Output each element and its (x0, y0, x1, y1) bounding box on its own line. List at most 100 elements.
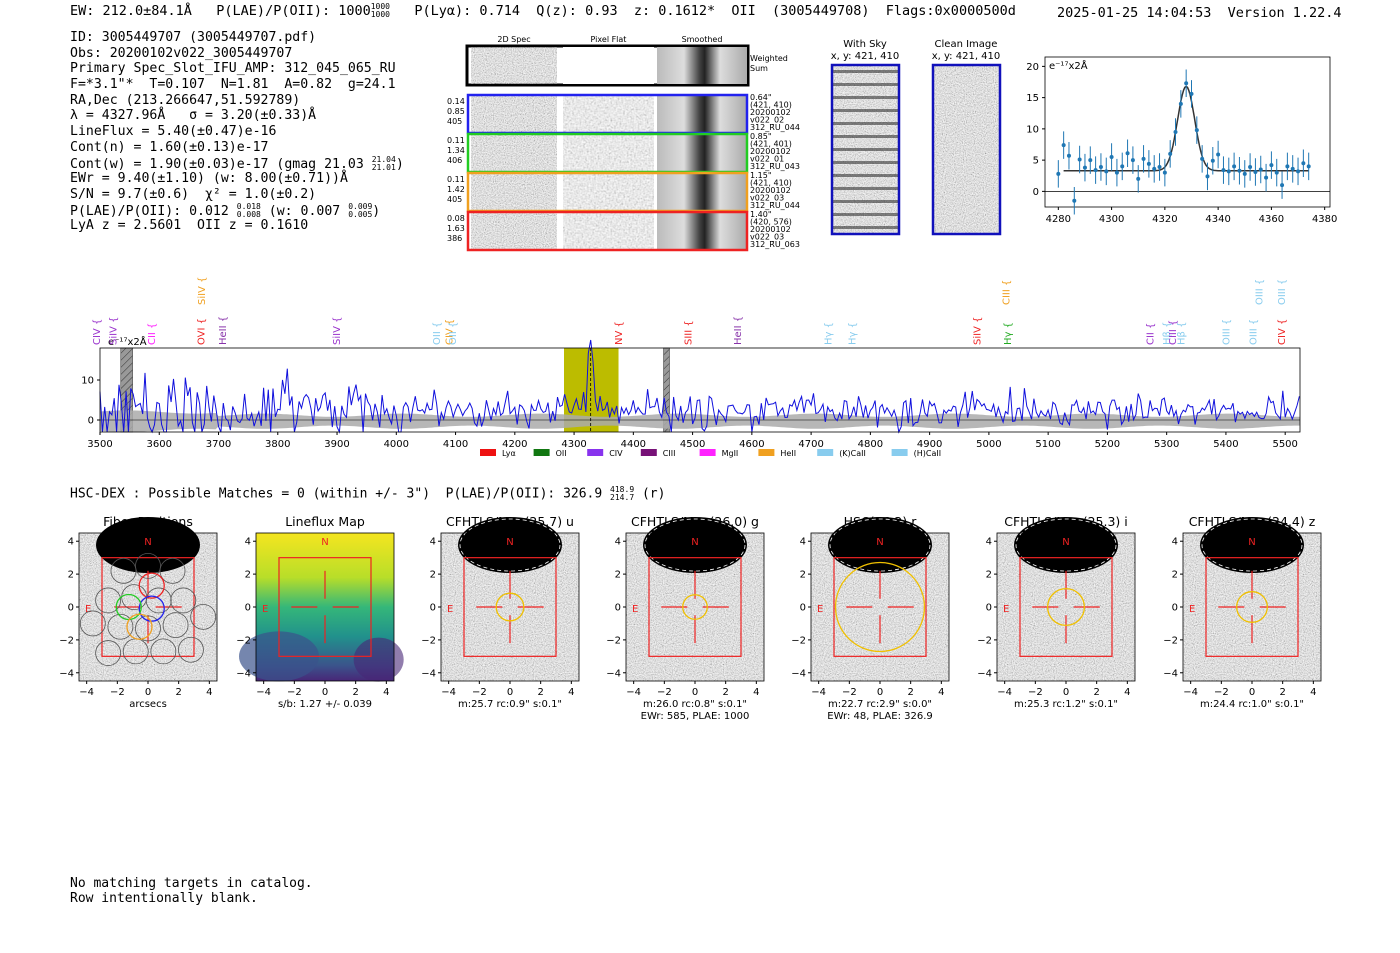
fiber-circle (159, 557, 186, 584)
spectrum-line (99, 339, 1300, 434)
spectrum-line-label: HeII { (218, 316, 229, 345)
panel-xtick-label: 4 (568, 687, 574, 698)
panel-ytick-label: −2 (1163, 635, 1178, 646)
zoom-ytick-label: 10 (1026, 124, 1039, 135)
source-ellipse (1201, 518, 1303, 572)
zoom-data-point (1216, 152, 1221, 157)
sky-line-stripe (832, 226, 899, 229)
zoom-data-point (1285, 164, 1290, 169)
clean-image-title: Clean Image (935, 39, 998, 50)
panel-caption: EWr: 585, PLAE: 1000 (641, 711, 750, 722)
info-plae: P(LAE)/P(OII): 0.012 0.018 0.008 (w: 0.00… (70, 201, 381, 219)
panel-title: Lineflux Map (285, 514, 365, 529)
cutout-row-right-label: 0.64" (750, 93, 772, 102)
spectrum-line-label: SIII { (683, 320, 694, 345)
compass-north: N (1248, 537, 1255, 548)
panel-ytick-label: 0 (245, 603, 251, 614)
spectrum-line-label: CIV { (1277, 319, 1288, 345)
spectrum-xtick-label: 4100 (443, 439, 468, 450)
source-ellipse (1015, 518, 1117, 572)
info-contw: Cont(w) = 1.90(±0.03)e-17 (gmag 21.03 21… (70, 154, 404, 172)
search-box (278, 557, 372, 657)
panel-caption: m:22.7 rc:2.9" s:0.0" (828, 699, 932, 710)
zoom-data-point (1296, 169, 1301, 174)
panel-ytick-label: −4 (791, 668, 806, 679)
legend-swatch (480, 449, 496, 456)
zoom-data-point (1146, 161, 1151, 166)
zoom-data-point (1258, 167, 1263, 172)
spectrum-line-label: CIII { (1168, 320, 1179, 345)
cutout-flat-image (563, 173, 654, 211)
panel-xtick-label: 2 (907, 687, 913, 698)
imaging-panel: CFHTLS/Meg(26.0) gNE−4−4−2−2002244m:26.0… (606, 514, 765, 722)
info-sn: S/N = 9.7(±0.6) χ² = 1.0(±0.2) (70, 186, 317, 202)
panel-xtick-label: 2 (537, 687, 543, 698)
panel-xtick-label: −4 (1183, 687, 1198, 698)
spectrum-xtick-label: 4500 (680, 439, 705, 450)
aperture-circle (495, 592, 525, 622)
panel-xtick-label: −2 (657, 687, 672, 698)
cutout-row-left-label: 0.11 (447, 175, 465, 184)
compass-east: E (85, 604, 91, 615)
sky-line-stripe (832, 200, 899, 203)
spectrum-xtick-label: 3900 (324, 439, 349, 450)
sky-line-stripe (832, 213, 899, 216)
compass-east: E (262, 604, 268, 615)
panel-xtick-label: 0 (1063, 687, 1069, 698)
zoom-xtick-label: 4300 (1099, 214, 1124, 225)
panel-xtick-label: 4 (1310, 687, 1316, 698)
bright-source-blob (828, 517, 932, 573)
compass-north: N (506, 537, 513, 548)
cutout-col-title: Smoothed (682, 35, 723, 44)
search-box (648, 557, 742, 657)
imaging-panels: Fiber PositionsNE−4−4−2−2002244arcsecsLi… (59, 514, 1322, 722)
panel-ytick-label: 4 (430, 537, 436, 548)
legend-swatch (587, 449, 604, 456)
bright-source-blob (96, 517, 200, 573)
zoom-data-point (1178, 101, 1183, 106)
zoom-data-point (1098, 165, 1103, 169)
panel-xtick-label: −2 (842, 687, 857, 698)
cutout-row-right-label: 312_RU_043 (750, 162, 800, 171)
search-box (1205, 557, 1299, 657)
zoom-ytick-label: 0 (1033, 187, 1039, 198)
spectrum-line-label: NV { (614, 321, 625, 345)
spectrum-line-label: SiIV { (332, 317, 343, 345)
zoom-xtick-label: 4340 (1205, 214, 1230, 225)
aperture-circle (1236, 591, 1268, 623)
panel-ytick-label: −4 (59, 668, 74, 679)
cutout-row-left-label: 1.42 (447, 185, 465, 194)
panel-xtick-label: 0 (507, 687, 513, 698)
spectrum-xtick-label: 4900 (917, 439, 942, 450)
spectrum-xtick-label: 4200 (502, 439, 527, 450)
cutout-flat-image (563, 134, 654, 172)
zoom-data-point (1162, 170, 1167, 175)
cutout-row-left-label: 1.63 (447, 224, 465, 233)
legend-label: MgII (722, 449, 739, 458)
panel-xtick-label: −4 (626, 687, 641, 698)
zoom-data-point (1242, 171, 1247, 176)
panel-xtick-label: −4 (997, 687, 1012, 698)
panel-xtick-label: −4 (79, 687, 94, 698)
spectrum-line-label: OIII { (1255, 279, 1266, 305)
fiber-circle (135, 615, 161, 642)
zoom-data-point (1290, 166, 1295, 171)
zoom-data-point (1237, 168, 1242, 173)
cutout-row-right-label: v022_01 (750, 155, 784, 164)
bright-source-blob (458, 517, 562, 573)
source-ellipse (644, 518, 746, 572)
cutout-smooth-image (657, 212, 747, 250)
zoom-data-point (1120, 164, 1125, 169)
spectrum-line-label: OIII { (1277, 279, 1288, 305)
legend-label: CIII (663, 449, 676, 458)
zoom-data-point (1306, 164, 1311, 169)
header-timestamp-version: 2025-01-25 14:04:53 Version 1.22.4 (1057, 5, 1342, 21)
weighted-2d-image (471, 47, 557, 84)
cutout-flat-image (563, 95, 654, 133)
legend-label: (K)CaII (839, 449, 866, 458)
panel-ytick-label: 0 (615, 603, 621, 614)
fiber-circle (170, 587, 197, 614)
zoom-data-point (1168, 151, 1173, 156)
panel-ytick-label: −4 (977, 668, 992, 679)
sky-line-stripe (832, 109, 899, 112)
